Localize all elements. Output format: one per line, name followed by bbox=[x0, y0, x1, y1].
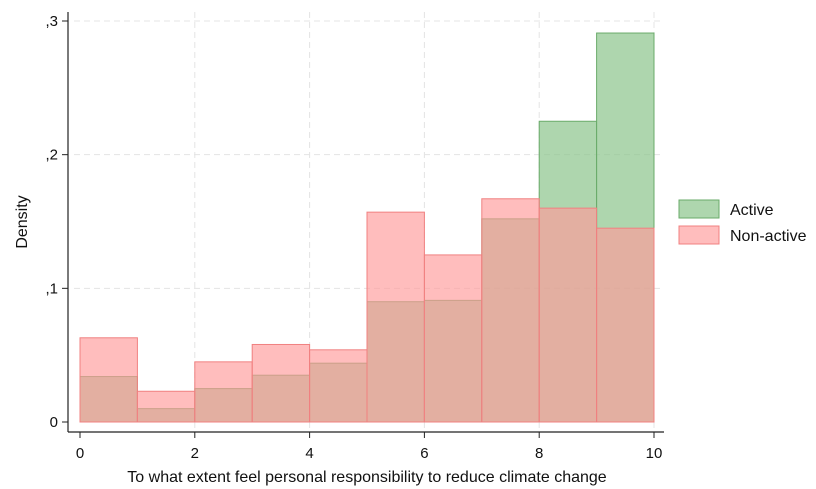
non-active-bar bbox=[481, 198, 540, 423]
legend-label: Active bbox=[730, 202, 774, 219]
legend: Active Non-active bbox=[678, 199, 807, 245]
axes bbox=[67, 12, 664, 433]
x-tick-label: 0 bbox=[76, 445, 84, 462]
x-tick-label: 6 bbox=[420, 445, 428, 462]
x-tick-label: 10 bbox=[646, 445, 663, 462]
x-tick-label: 4 bbox=[305, 445, 313, 462]
x-tick-label: 8 bbox=[535, 445, 543, 462]
non-active-bar bbox=[194, 361, 253, 423]
non-active-bar bbox=[136, 390, 196, 423]
non-active-bar bbox=[79, 337, 138, 423]
legend-label: Non-active bbox=[730, 228, 807, 245]
legend-swatch bbox=[678, 225, 720, 245]
non-active-bar bbox=[309, 349, 368, 423]
y-tick-label: ,3 bbox=[45, 13, 58, 30]
non-active-bar bbox=[596, 227, 655, 423]
y-tick-label: 0 bbox=[50, 414, 58, 431]
y-tick-label: ,2 bbox=[45, 147, 58, 164]
non-active-bar bbox=[251, 343, 311, 423]
non-active-bars bbox=[79, 198, 655, 423]
non-active-bar bbox=[366, 211, 425, 423]
x-axis-title: To what extent feel personal responsibil… bbox=[127, 469, 606, 486]
legend-swatch bbox=[678, 199, 720, 219]
non-active-bar bbox=[538, 207, 598, 423]
x-tick-label: 2 bbox=[191, 445, 199, 462]
non-active-bar bbox=[423, 254, 483, 423]
y-tick-label: ,1 bbox=[45, 280, 58, 297]
tick-labels: 0 2 4 6 8 10 0 ,1 ,2 ,3 bbox=[45, 13, 662, 462]
y-axis-title: Density bbox=[14, 195, 31, 248]
